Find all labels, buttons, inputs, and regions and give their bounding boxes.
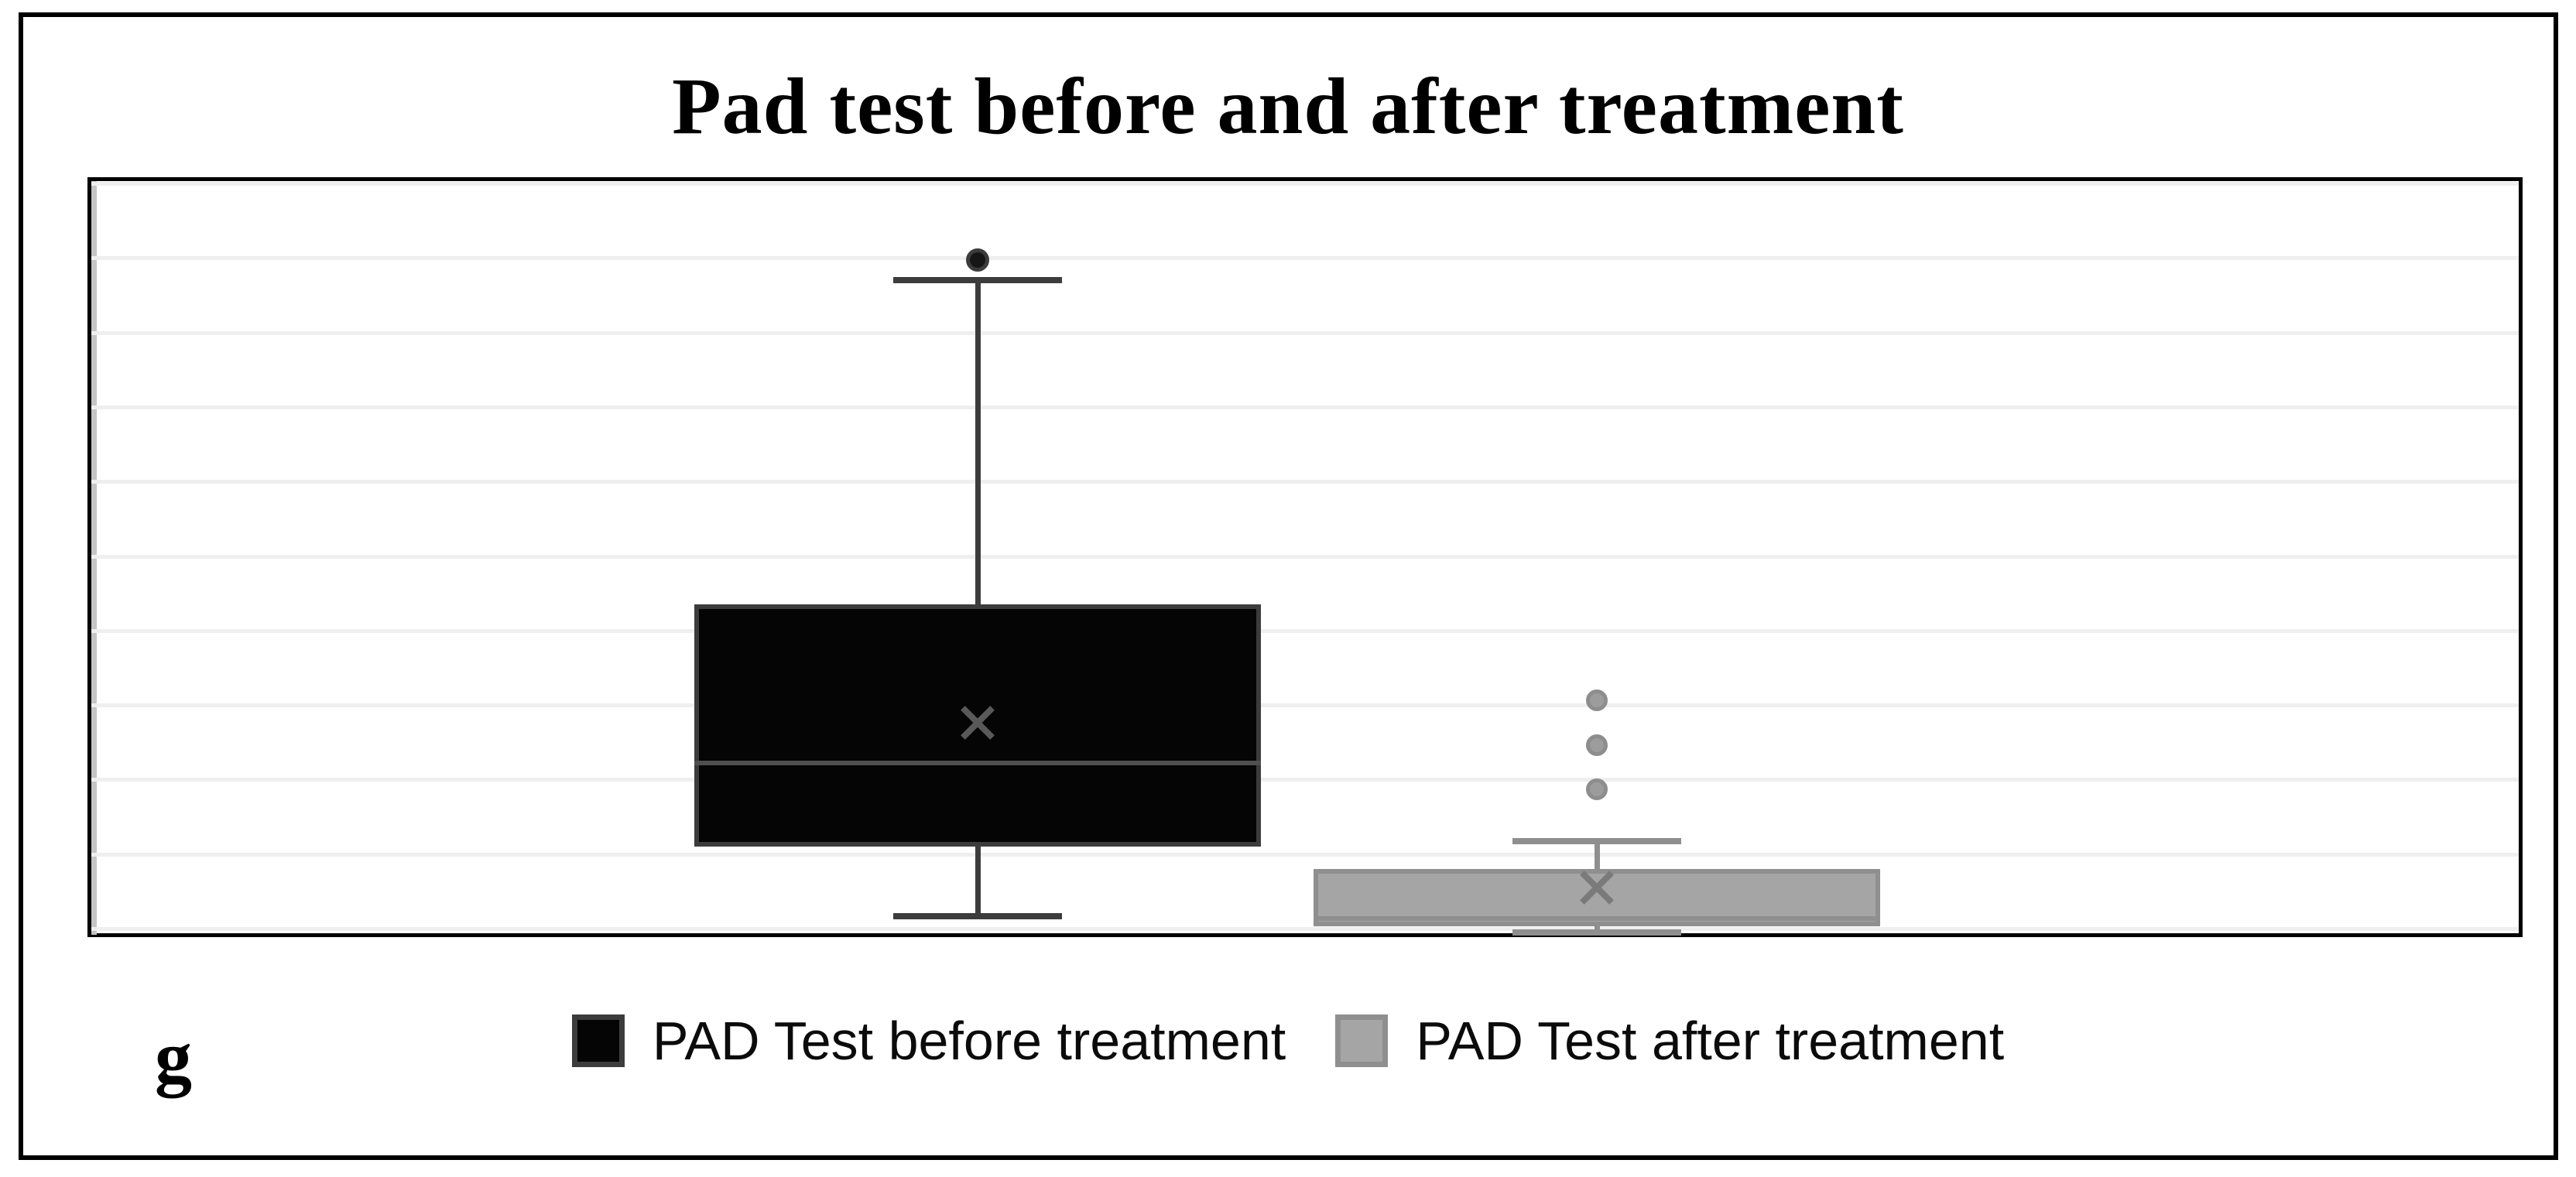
gridline [91, 778, 2519, 782]
boxplot-after-outlier-dot [1586, 689, 1608, 712]
boxplot-before-lower-whisker [975, 847, 981, 916]
chart-title: Pad test before and after treatment [672, 62, 1904, 151]
boxplot-before-lower-cap [893, 912, 1062, 919]
figure-border [19, 12, 2558, 1160]
boxplot-after-outlier-dot [1586, 734, 1608, 757]
gridline [91, 703, 2519, 708]
gridline [91, 405, 2519, 409]
legend-item-after: PAD Test after treatment [1335, 1012, 2004, 1069]
boxplot-before-box [694, 604, 1261, 847]
legend: PAD Test before treatment PAD Test after… [0, 1012, 2576, 1069]
gridline [91, 330, 2519, 335]
gridline [91, 480, 2519, 484]
boxplot-after-outlier-dot [1586, 778, 1608, 800]
gridline [91, 182, 2519, 186]
legend-swatch-after [1335, 1014, 1389, 1067]
boxplot-before-upper-cap [893, 277, 1062, 284]
legend-label-before: PAD Test before treatment [652, 1011, 1286, 1071]
gridline [91, 554, 2519, 559]
boxplot-after-upper-whisker [1594, 841, 1600, 869]
gridline [91, 927, 2519, 931]
unit-label: g [155, 1015, 192, 1098]
legend-swatch-before [571, 1014, 625, 1067]
boxplot-after-upper-cap [1512, 838, 1681, 845]
boxplot-before-outlier-dot [966, 248, 989, 272]
boxplot-before-median-line [694, 761, 1261, 766]
boxplot-after-median-line [1314, 916, 1880, 922]
legend-item-before: PAD Test before treatment [571, 1011, 1286, 1071]
gridline [91, 628, 2519, 633]
gridline [91, 852, 2519, 857]
gridline [91, 256, 2519, 261]
boxplot-after-lower-cap [1512, 929, 1681, 936]
legend-label-after: PAD Test after treatment [1416, 1011, 2005, 1071]
boxplot-before-upper-whisker [975, 280, 981, 605]
